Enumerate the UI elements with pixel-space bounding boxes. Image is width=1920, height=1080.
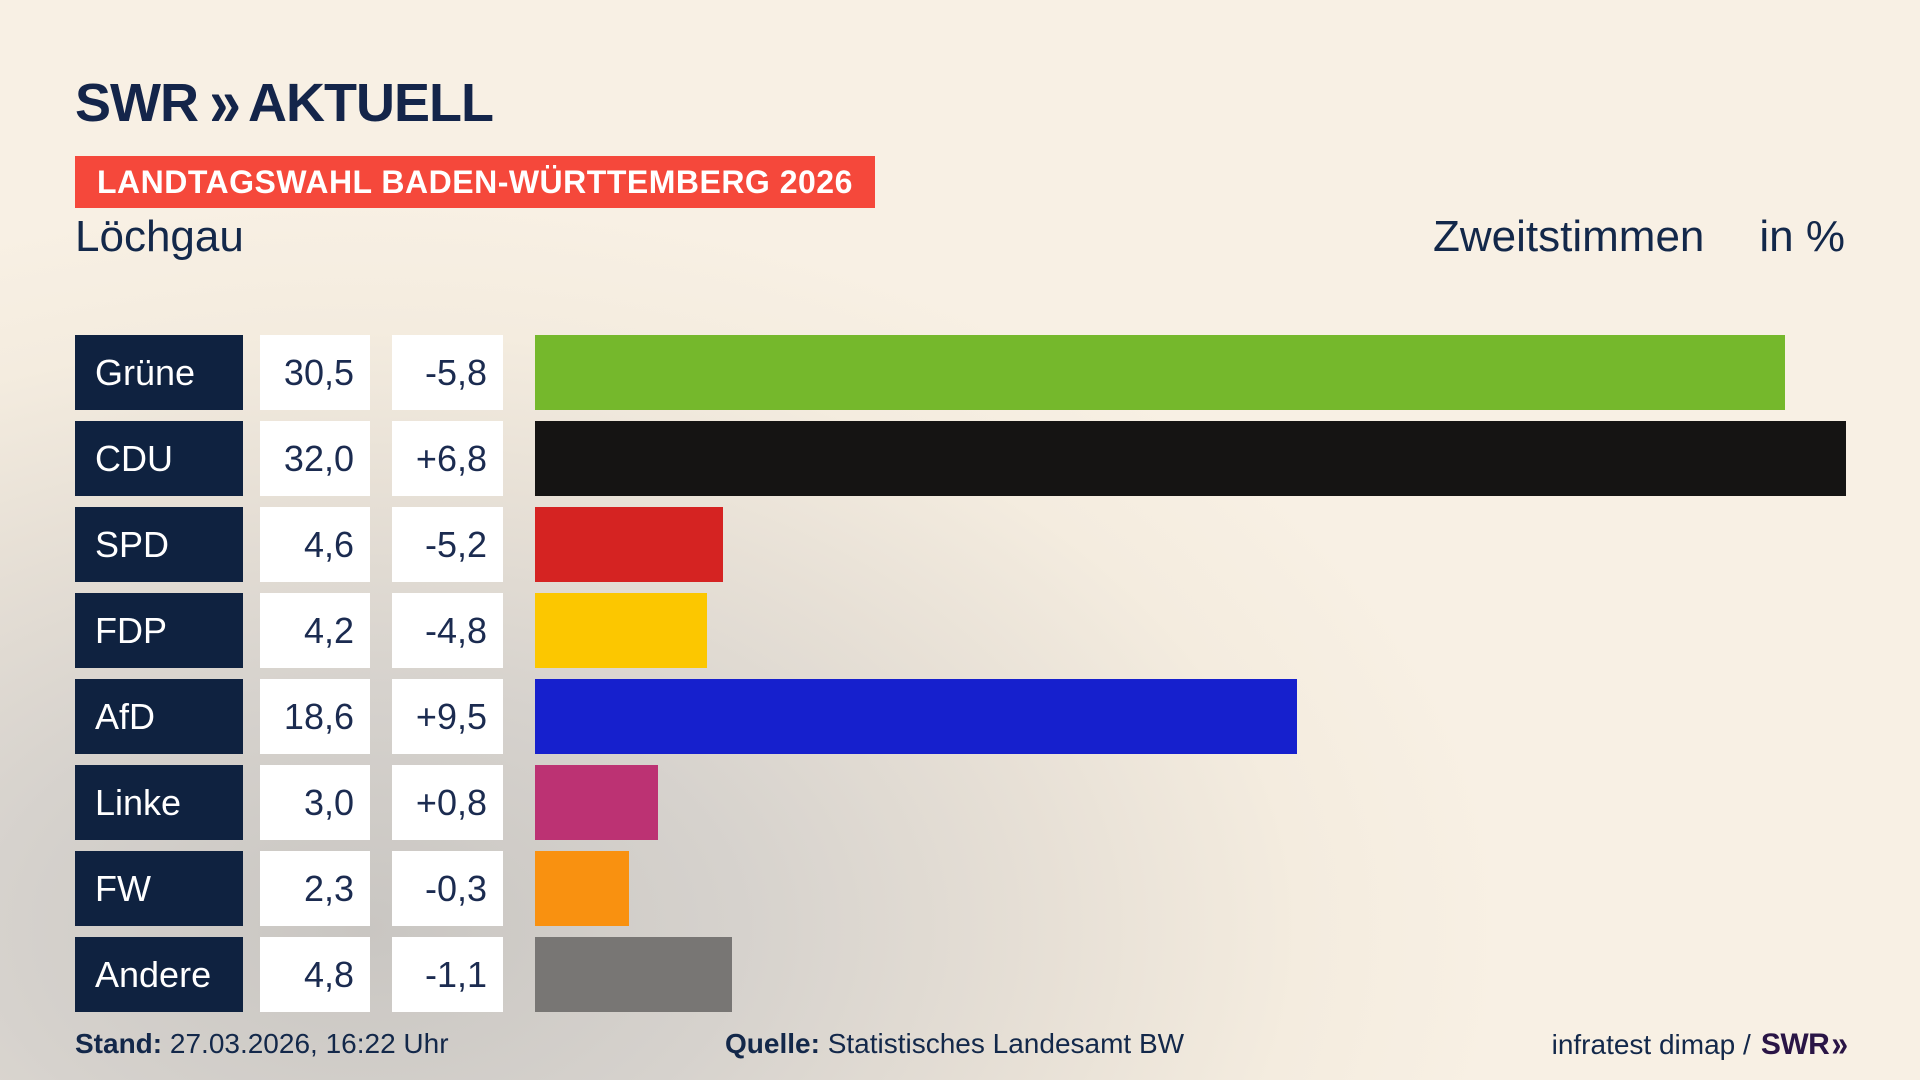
results-chart: Grüne 30,5 -5,8 CDU 32,0 +6,8	[75, 335, 1846, 1023]
party-value: 30,5	[283, 351, 354, 393]
swr-footer-chevrons-icon: »	[1831, 1024, 1848, 1065]
party-change: -5,2	[424, 523, 487, 565]
party-change-cell: -5,2	[392, 507, 503, 582]
party-row: AfD 18,6 +9,5	[75, 679, 1846, 754]
party-label-cell: Grüne	[75, 335, 243, 410]
party-value-cell: 4,2	[260, 593, 370, 668]
swr-aktuell-logo: SWR» AKTUELL	[75, 66, 494, 141]
result-bar	[535, 679, 1298, 754]
party-row: Andere 4,8 -1,1	[75, 937, 1846, 1012]
party-change: +0,8	[415, 781, 487, 823]
bar-track	[535, 593, 1846, 668]
party-name: AfD	[95, 695, 156, 737]
bar-track	[535, 765, 1846, 840]
source-info: Quelle: Statistisches Landesamt BW	[725, 1028, 1184, 1060]
swr-chevrons-icon: »	[209, 65, 241, 141]
party-value-cell: 18,6	[260, 679, 370, 754]
party-label-cell: FW	[75, 851, 243, 926]
measure-wrap: Zweitstimmen in %	[1433, 212, 1845, 262]
party-label-cell: FDP	[75, 593, 243, 668]
bar-track	[535, 679, 1846, 754]
result-bar	[535, 593, 708, 668]
footer: Stand: 27.03.2026, 16:22 Uhr Quelle: Sta…	[0, 1025, 1920, 1068]
result-bar	[535, 765, 658, 840]
party-change-cell: -5,8	[392, 335, 503, 410]
party-change-cell: +0,8	[392, 765, 503, 840]
party-row: Linke 3,0 +0,8	[75, 765, 1846, 840]
party-change: -4,8	[424, 609, 487, 651]
result-bar	[535, 507, 724, 582]
party-name: FW	[95, 867, 151, 909]
party-value: 4,8	[303, 953, 354, 995]
party-value: 4,6	[303, 523, 354, 565]
party-value-cell: 32,0	[260, 421, 370, 496]
party-name: Linke	[95, 781, 182, 823]
unit-label: in %	[1759, 212, 1845, 261]
party-value: 3,0	[303, 781, 354, 823]
party-value: 32,0	[283, 437, 354, 479]
stand-value: 27.03.2026, 16:22 Uhr	[169, 1028, 449, 1059]
measure-label: Zweitstimmen	[1433, 212, 1705, 261]
bar-track	[535, 335, 1846, 410]
party-value-cell: 30,5	[260, 335, 370, 410]
swr-footer-logo-text: SWR	[1760, 1028, 1830, 1061]
party-change: -1,1	[424, 953, 487, 995]
source-label: Quelle:	[725, 1028, 820, 1059]
party-row: SPD 4,6 -5,2	[75, 507, 1846, 582]
party-change-cell: -0,3	[392, 851, 503, 926]
party-change-cell: -1,1	[392, 937, 503, 1012]
party-name: Grüne	[95, 351, 196, 393]
credit-info: infratest dimap / SWR»	[1551, 1025, 1848, 1065]
party-value: 2,3	[303, 867, 354, 909]
stand-info: Stand: 27.03.2026, 16:22 Uhr	[75, 1028, 449, 1060]
bar-track	[535, 421, 1846, 496]
party-change-cell: +6,8	[392, 421, 503, 496]
party-name: SPD	[95, 523, 170, 565]
party-change: -0,3	[424, 867, 487, 909]
bar-track	[535, 507, 1846, 582]
election-banner: LANDTAGSWAHL BADEN-WÜRTTEMBERG 2026	[75, 156, 875, 208]
party-name: FDP	[95, 609, 167, 651]
party-change-cell: -4,8	[392, 593, 503, 668]
party-value: 18,6	[283, 695, 354, 737]
party-value-cell: 3,0	[260, 765, 370, 840]
municipality-title: Löchgau	[75, 212, 244, 261]
party-label-cell: SPD	[75, 507, 243, 582]
result-bar	[535, 421, 1846, 496]
party-change-cell: +9,5	[392, 679, 503, 754]
party-value-cell: 2,3	[260, 851, 370, 926]
bar-track	[535, 937, 1846, 1012]
title-row: Löchgau Zweitstimmen in %	[75, 212, 1845, 262]
result-bar	[535, 335, 1785, 410]
party-label-cell: Linke	[75, 765, 243, 840]
party-name: CDU	[95, 437, 173, 479]
party-label-cell: CDU	[75, 421, 243, 496]
source-value: Statistisches Landesamt BW	[827, 1028, 1185, 1059]
party-change: -5,8	[424, 351, 487, 393]
party-row: Grüne 30,5 -5,8	[75, 335, 1846, 410]
party-name: Andere	[95, 953, 212, 995]
party-change: +6,8	[415, 437, 487, 479]
party-change: +9,5	[415, 695, 487, 737]
party-value-cell: 4,6	[260, 507, 370, 582]
party-label-cell: AfD	[75, 679, 243, 754]
swr-logo-text: SWR	[75, 73, 199, 133]
aktuell-logo-text: AKTUELL	[248, 73, 494, 133]
swr-footer-logo: SWR»	[1760, 1025, 1848, 1065]
party-label-cell: Andere	[75, 937, 243, 1012]
result-bar	[535, 851, 630, 926]
credit-text: infratest dimap /	[1551, 1029, 1751, 1060]
bar-track	[535, 851, 1846, 926]
party-row: CDU 32,0 +6,8	[75, 421, 1846, 496]
party-row: FW 2,3 -0,3	[75, 851, 1846, 926]
party-value: 4,2	[303, 609, 354, 651]
stand-label: Stand:	[75, 1028, 163, 1059]
party-value-cell: 4,8	[260, 937, 370, 1012]
party-row: FDP 4,2 -4,8	[75, 593, 1846, 668]
result-bar	[535, 937, 732, 1012]
